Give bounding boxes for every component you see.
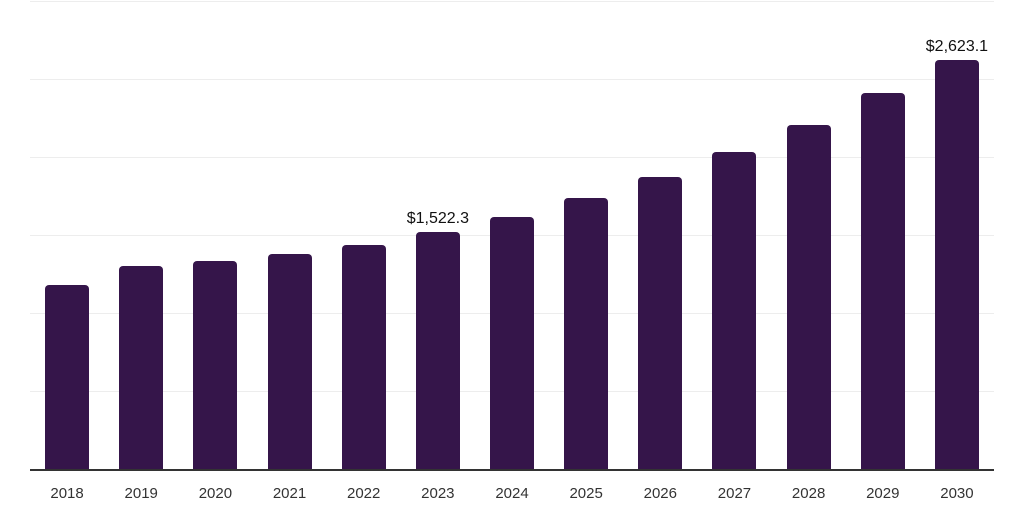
x-tick-2025: 2025	[569, 485, 603, 502]
bar-2024	[490, 217, 534, 469]
bar-2027	[712, 152, 757, 469]
gridline-2500	[30, 79, 994, 80]
bar-2021	[267, 254, 312, 469]
bar-2018	[45, 284, 90, 469]
gridline-2000	[30, 157, 994, 158]
x-tick-2027: 2027	[717, 485, 752, 502]
x-tick-2029: 2029	[866, 485, 900, 502]
x-tick-2028: 2028	[791, 485, 826, 502]
x-tick-2020: 2020	[198, 485, 233, 502]
gridline-3000	[30, 1, 994, 2]
x-tick-2024: 2024	[495, 485, 529, 502]
x-tick-2030: 2030	[940, 485, 974, 502]
bar-2028	[786, 124, 831, 469]
x-tick-2019: 2019	[124, 485, 158, 502]
x-tick-2021: 2021	[272, 485, 307, 502]
value-label-2030: $2,623.1	[925, 38, 989, 56]
bar-2025	[564, 198, 609, 469]
bar-2019	[119, 266, 164, 469]
plot-area: $1,522.3 $2,623.1	[30, 1, 994, 471]
x-tick-2022: 2022	[347, 485, 381, 502]
x-tick-2023: 2023	[421, 485, 455, 502]
value-label-2023: $1,522.3	[406, 209, 469, 227]
bar-2030	[934, 59, 979, 469]
x-tick-2018: 2018	[50, 485, 84, 502]
x-axis-labels: 2018 2019 2020 2021 2022 2023 2024 2025 2026 2027…	[30, 485, 994, 508]
bar-2022	[341, 244, 386, 469]
bar-2020	[193, 260, 238, 469]
bar-2023	[415, 231, 460, 469]
bar-2026	[638, 177, 683, 469]
x-tick-2026: 2026	[643, 485, 677, 502]
bar-2029	[860, 93, 905, 469]
